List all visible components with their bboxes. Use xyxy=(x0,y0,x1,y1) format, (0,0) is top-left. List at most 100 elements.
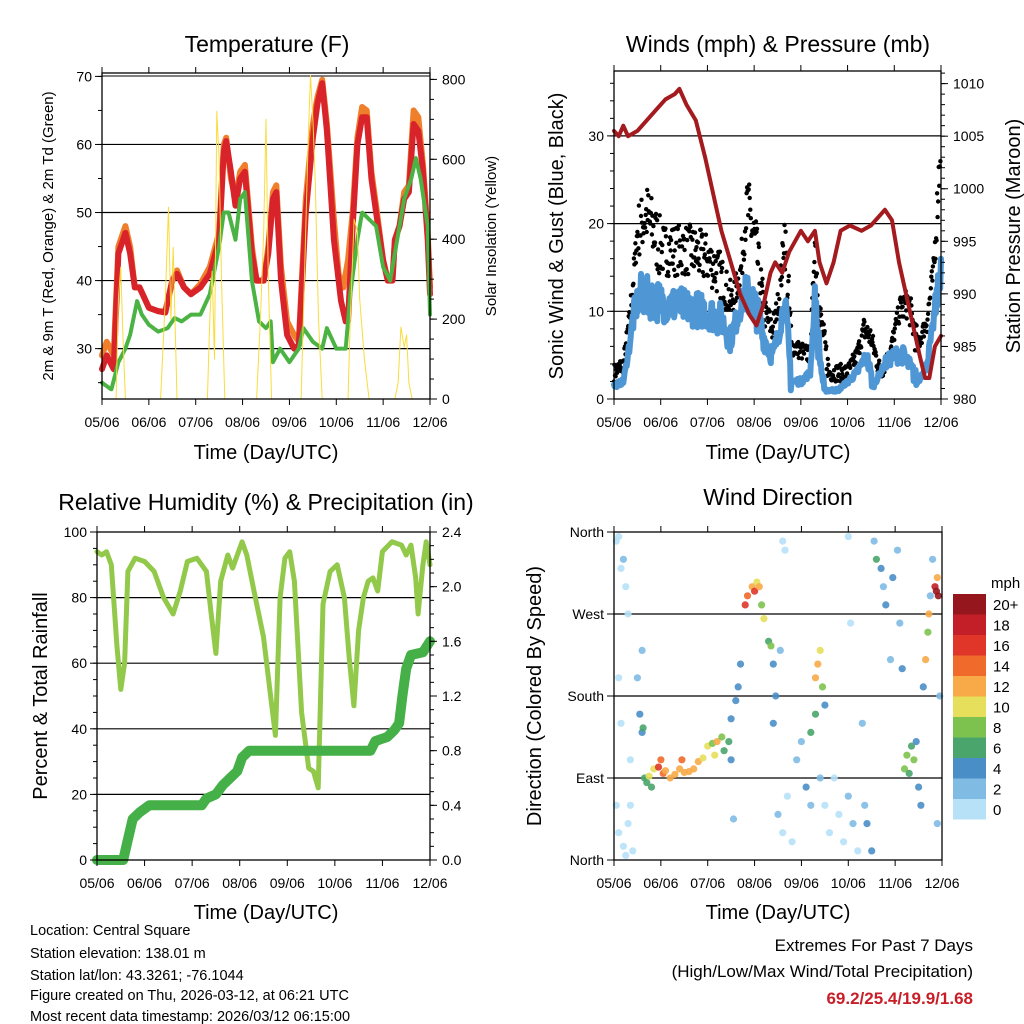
gust-point xyxy=(865,324,870,330)
y-tick-label: 30 xyxy=(588,128,604,144)
gust-point xyxy=(703,232,709,237)
gust-point xyxy=(723,282,729,288)
wind-direction-point xyxy=(661,767,670,775)
wind-direction-point xyxy=(727,715,735,723)
gust-point xyxy=(631,281,636,286)
gust-point xyxy=(665,269,671,275)
y-tick-label: 60 xyxy=(71,655,87,671)
wind-direction-point xyxy=(741,601,749,609)
gust-point xyxy=(748,207,753,212)
wind-direction-point xyxy=(893,546,902,554)
x-tick-label: 10/06 xyxy=(317,875,352,891)
wind-direction-point xyxy=(844,792,852,800)
wind-direction-panel: Wind Direction Time (Day/UTC) Direction … xyxy=(524,484,1020,924)
gust-point xyxy=(671,254,676,259)
gust-point xyxy=(929,269,934,274)
gust-point xyxy=(930,264,936,269)
wind-direction-point xyxy=(900,765,909,773)
gust-point xyxy=(668,237,674,243)
gust-point xyxy=(740,270,745,276)
y-tick-label: 70 xyxy=(76,68,92,84)
wind-direction-point xyxy=(615,533,623,541)
2m-t-line xyxy=(99,80,433,373)
gust-point xyxy=(633,260,639,265)
solar-ylabel: Solar Insolation (Yellow) xyxy=(483,156,500,316)
gust-point xyxy=(649,196,654,201)
x-tick-label: 11/06 xyxy=(366,414,400,430)
gust-point xyxy=(720,259,725,265)
gust-point xyxy=(823,340,828,345)
legend-swatch xyxy=(953,696,986,717)
gust-point xyxy=(645,187,650,193)
gust-point xyxy=(713,279,718,284)
speed-legend: mph 0 2 4 6 8 10 12 14 16 18 20+ xyxy=(953,575,1020,820)
gust-point xyxy=(743,226,749,231)
x-tick-label: 05/06 xyxy=(84,414,119,430)
wind-direction-point xyxy=(896,619,904,627)
gust-point xyxy=(840,371,845,377)
gust-point xyxy=(930,278,935,283)
gust-point xyxy=(921,334,927,339)
wind-direction-point xyxy=(624,610,632,618)
y-right-tick-label: 1005 xyxy=(953,128,984,144)
gust-point xyxy=(638,233,643,238)
gust-point xyxy=(777,296,782,302)
wind-direction-point xyxy=(854,847,862,855)
winds-pressure-panel: Winds (mph) & Pressure (mb) Time (Day/UT… xyxy=(546,31,1024,464)
gust-point xyxy=(636,246,641,251)
gust-point xyxy=(856,339,862,344)
gust-point xyxy=(652,240,658,245)
gust-point xyxy=(894,310,900,315)
x-tick-label: 07/06 xyxy=(690,875,725,891)
y-tick-label: 80 xyxy=(71,590,87,606)
winds-xlabel: Time (Day/UTC) xyxy=(706,442,851,464)
extremes-values: 69.2/25.4/19.9/1.68 xyxy=(826,989,973,1008)
wind-direction-point xyxy=(868,847,876,855)
gust-point xyxy=(697,262,702,268)
legend-swatch xyxy=(953,778,986,799)
gust-point xyxy=(649,232,655,237)
wind-direction-point xyxy=(818,683,827,691)
wind-direction-point xyxy=(617,719,625,727)
y-tick-label: South xyxy=(567,688,604,704)
relative-humidity-line xyxy=(94,539,433,791)
gust-point xyxy=(812,259,817,265)
wind-direction-point xyxy=(872,555,881,563)
gust-point xyxy=(859,345,864,350)
gust-point xyxy=(746,187,751,192)
gust-point xyxy=(919,340,924,346)
legend-swatch xyxy=(953,614,986,635)
gust-point xyxy=(631,256,637,261)
wind-direction-point xyxy=(767,642,775,650)
gust-point xyxy=(889,344,894,349)
latlon-text: Station lat/lon: 43.3261; -76.1044 xyxy=(30,968,244,984)
wind-direction-point xyxy=(713,738,721,746)
x-tick-label: 06/06 xyxy=(643,875,678,891)
gust-point xyxy=(831,368,837,373)
gust-point xyxy=(728,277,733,282)
gust-point xyxy=(648,221,653,226)
humidity-ylabel: Percent & Total Rainfall xyxy=(30,592,52,800)
y-tick-label: 10 xyxy=(588,303,604,319)
y-tick-label: 40 xyxy=(76,273,92,289)
y-tick-label: West xyxy=(572,606,604,622)
gust-point xyxy=(934,191,940,196)
extremes-legend: (High/Low/Max Wind/Total Precipitation) xyxy=(672,962,973,981)
gust-point xyxy=(675,226,680,232)
y-right-tick-label: 0 xyxy=(442,391,450,407)
y-tick-label: 30 xyxy=(76,341,92,357)
plot-area xyxy=(99,72,433,400)
gust-point xyxy=(891,330,896,335)
wind-direction-point xyxy=(917,801,925,809)
x-tick-label: 08/06 xyxy=(737,875,772,891)
gust-point xyxy=(707,259,713,264)
x-tick-label: 06/06 xyxy=(127,875,162,891)
y-right-tick-label: 995 xyxy=(953,233,977,249)
wind-direction-point xyxy=(925,610,933,618)
gust-point xyxy=(782,222,787,228)
gust-point xyxy=(824,344,829,349)
gust-point xyxy=(754,226,760,231)
legend-label: 18 xyxy=(993,618,1010,635)
gust-point xyxy=(686,271,691,277)
gust-point xyxy=(679,244,685,249)
